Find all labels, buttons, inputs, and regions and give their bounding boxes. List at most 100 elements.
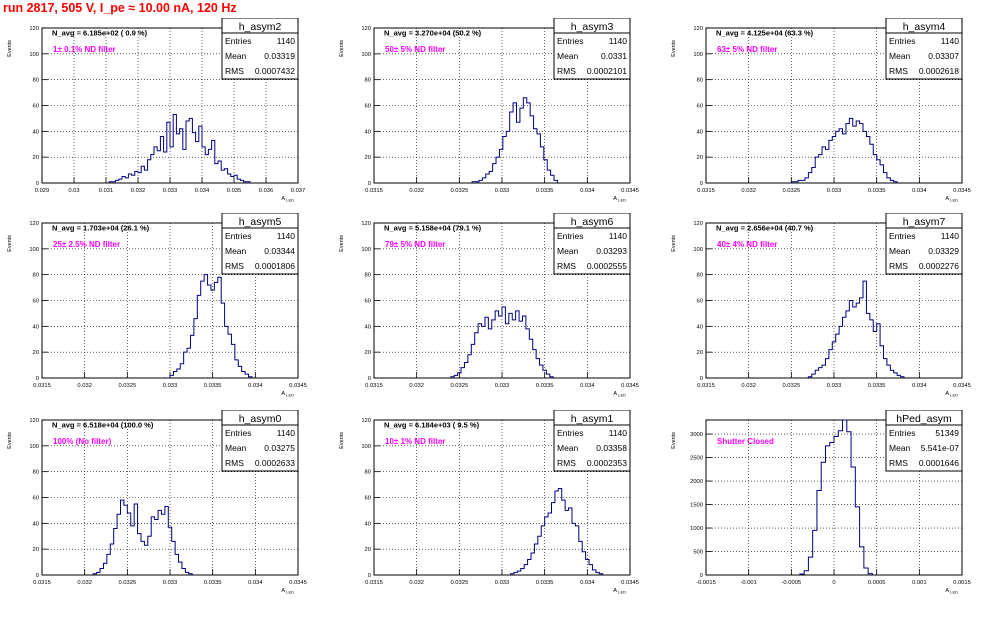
histogram-bin [179, 562, 182, 575]
x-tick-label: 0.0345 [289, 383, 307, 389]
x-tick-label: -0.0015 [696, 580, 716, 586]
histogram-bin [540, 365, 543, 378]
histogram-bin [244, 182, 247, 183]
histogram-bin [180, 364, 183, 378]
plot-area: 0.0315 0.032 0.0325 0.033 0.0335 0.034 0.0345 0… [7, 221, 307, 398]
histogram-bin [451, 377, 454, 378]
y-tick-label: 60 [365, 496, 371, 502]
stats-value: 0.0331 [601, 51, 627, 61]
plot-area: 0.0315 0.032 0.0325 0.033 0.0335 0.034 0.0345 0… [671, 26, 971, 203]
histogram-bin [586, 560, 589, 576]
y-tick-label: 0 [700, 573, 703, 579]
x-tick-label: 0.0335 [536, 188, 554, 194]
histogram-bin [849, 118, 852, 183]
y-tick-label: 120 [361, 221, 371, 227]
stats-label: Entries [557, 428, 583, 438]
stats-title: h_asym7 [903, 216, 946, 228]
histogram-series [450, 306, 554, 378]
stats-value: 1140 [609, 428, 628, 438]
histogram-bin [176, 134, 179, 183]
histogram-bin [883, 359, 886, 378]
histogram-bin [860, 298, 863, 378]
histogram-bin [839, 326, 842, 378]
stats-title: h_asym2 [239, 21, 282, 33]
stats-title: hPed_asym [896, 413, 952, 425]
stats-title: h_asym5 [239, 216, 282, 228]
x-tick-label: 0.032 [741, 383, 756, 389]
stats-box-frame [553, 213, 631, 275]
histogram-bin [514, 572, 517, 575]
stats-label: RMS [557, 261, 576, 271]
histogram-bin [160, 137, 163, 184]
histogram-bin [235, 360, 238, 378]
y-tick-label: 40 [365, 129, 371, 135]
histogram-bin [880, 346, 883, 378]
y-tick-label: 80 [697, 78, 703, 84]
stats-value: 0.03307 [928, 51, 959, 61]
histogram-bin [468, 355, 471, 378]
histogram-bin [208, 149, 211, 183]
y-tick-label: 40 [365, 324, 371, 330]
stats-value: 0.0002618 [919, 66, 959, 76]
histogram-bin [864, 568, 868, 575]
histogram-bin [856, 121, 859, 183]
x-axis-title: A LED [945, 391, 958, 398]
histogram-bin [798, 180, 801, 183]
stats-label: Entries [889, 231, 915, 241]
y-tick-label: 80 [365, 470, 371, 476]
filter-label: 63± 5% ND filter [717, 45, 777, 54]
stats-value: 0.0002276 [919, 261, 959, 271]
histogram-bin [575, 526, 578, 575]
y-tick-label: 40 [365, 521, 371, 527]
histogram-bin [122, 177, 125, 183]
histogram-bin [791, 182, 794, 183]
y-tick-label: 2500 [690, 456, 703, 462]
stats-value: 0.03275 [264, 443, 295, 453]
histogram-bin [812, 374, 815, 378]
x-tick-label: 0.0325 [118, 383, 136, 389]
histogram-bin [134, 504, 137, 575]
y-tick-label: 1000 [690, 526, 703, 532]
stats-label: Mean [225, 246, 247, 256]
histogram-bin [247, 182, 250, 183]
histogram-bin [110, 544, 113, 575]
x-tick-label: 0.0325 [118, 580, 136, 586]
histogram-bin [533, 350, 536, 378]
x-tick-label: 0.033 [163, 188, 178, 194]
histogram-bin [183, 149, 186, 183]
stats-value: 0.03358 [596, 443, 627, 453]
stats-value: 0.0001806 [255, 261, 295, 271]
histogram-bin [141, 541, 144, 575]
stats-title: h_asym1 [571, 413, 614, 425]
y-tick-label: 20 [365, 350, 371, 356]
x-tick-label: 0.0335 [868, 383, 886, 389]
x-tick-label: 0.035 [227, 188, 242, 194]
y-tick-label: 120 [29, 221, 39, 227]
x-tick-label: 0.0345 [621, 188, 639, 194]
histogram-bin [805, 178, 808, 183]
y-axis-title: Events [671, 432, 677, 449]
histogram-bin [546, 374, 549, 378]
histogram-series [92, 499, 193, 575]
y-tick-label: 40 [697, 129, 703, 135]
y-tick-label: 120 [29, 418, 39, 424]
x-axis-title: A LED [613, 391, 626, 398]
histogram-bin [112, 182, 115, 183]
y-tick-label: 120 [693, 221, 703, 227]
histogram-bin [543, 370, 546, 378]
histogram-bin [511, 574, 514, 575]
histogram-bin [189, 118, 192, 183]
histogram-bin [475, 333, 478, 378]
histogram-bin [863, 281, 866, 378]
x-tick-label: 0.0335 [868, 188, 886, 194]
stats-box-frame [221, 410, 299, 472]
y-tick-label: 80 [697, 273, 703, 279]
filter-label: 25± 2.5% ND filter [53, 240, 120, 249]
histogram-bin [550, 377, 553, 378]
histogram-series [108, 114, 251, 183]
histogram-bin [144, 545, 147, 575]
histogram-bin [97, 572, 100, 575]
histogram-bin [839, 129, 842, 183]
filter-label: Shutter Closed [717, 437, 774, 446]
